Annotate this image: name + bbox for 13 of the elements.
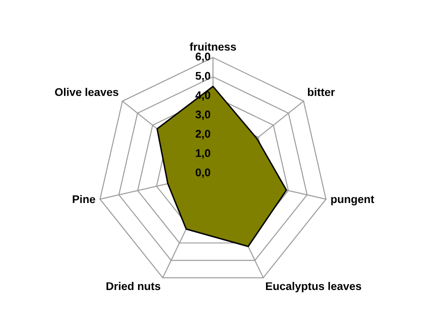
- spoke-label: Olive leaves: [55, 88, 118, 96]
- spoke-label: Dried nuts: [106, 282, 160, 290]
- y-tick-label: 6,0: [196, 52, 210, 62]
- y-tick-label: 2,0: [196, 130, 210, 140]
- y-tick-label: 0,0: [196, 168, 210, 178]
- y-tick-label: 1,0: [196, 149, 210, 159]
- y-tick-label: 3,0: [195, 110, 210, 120]
- spoke-label: pungent: [331, 196, 374, 206]
- y-tick-label: 5,0: [196, 72, 210, 82]
- spoke-label: fruitness: [190, 42, 236, 51]
- spoke-label: bitter: [308, 88, 335, 96]
- spoke-label: Eucalyptus leaves: [266, 282, 362, 292]
- spoke-label: Pine: [72, 194, 96, 204]
